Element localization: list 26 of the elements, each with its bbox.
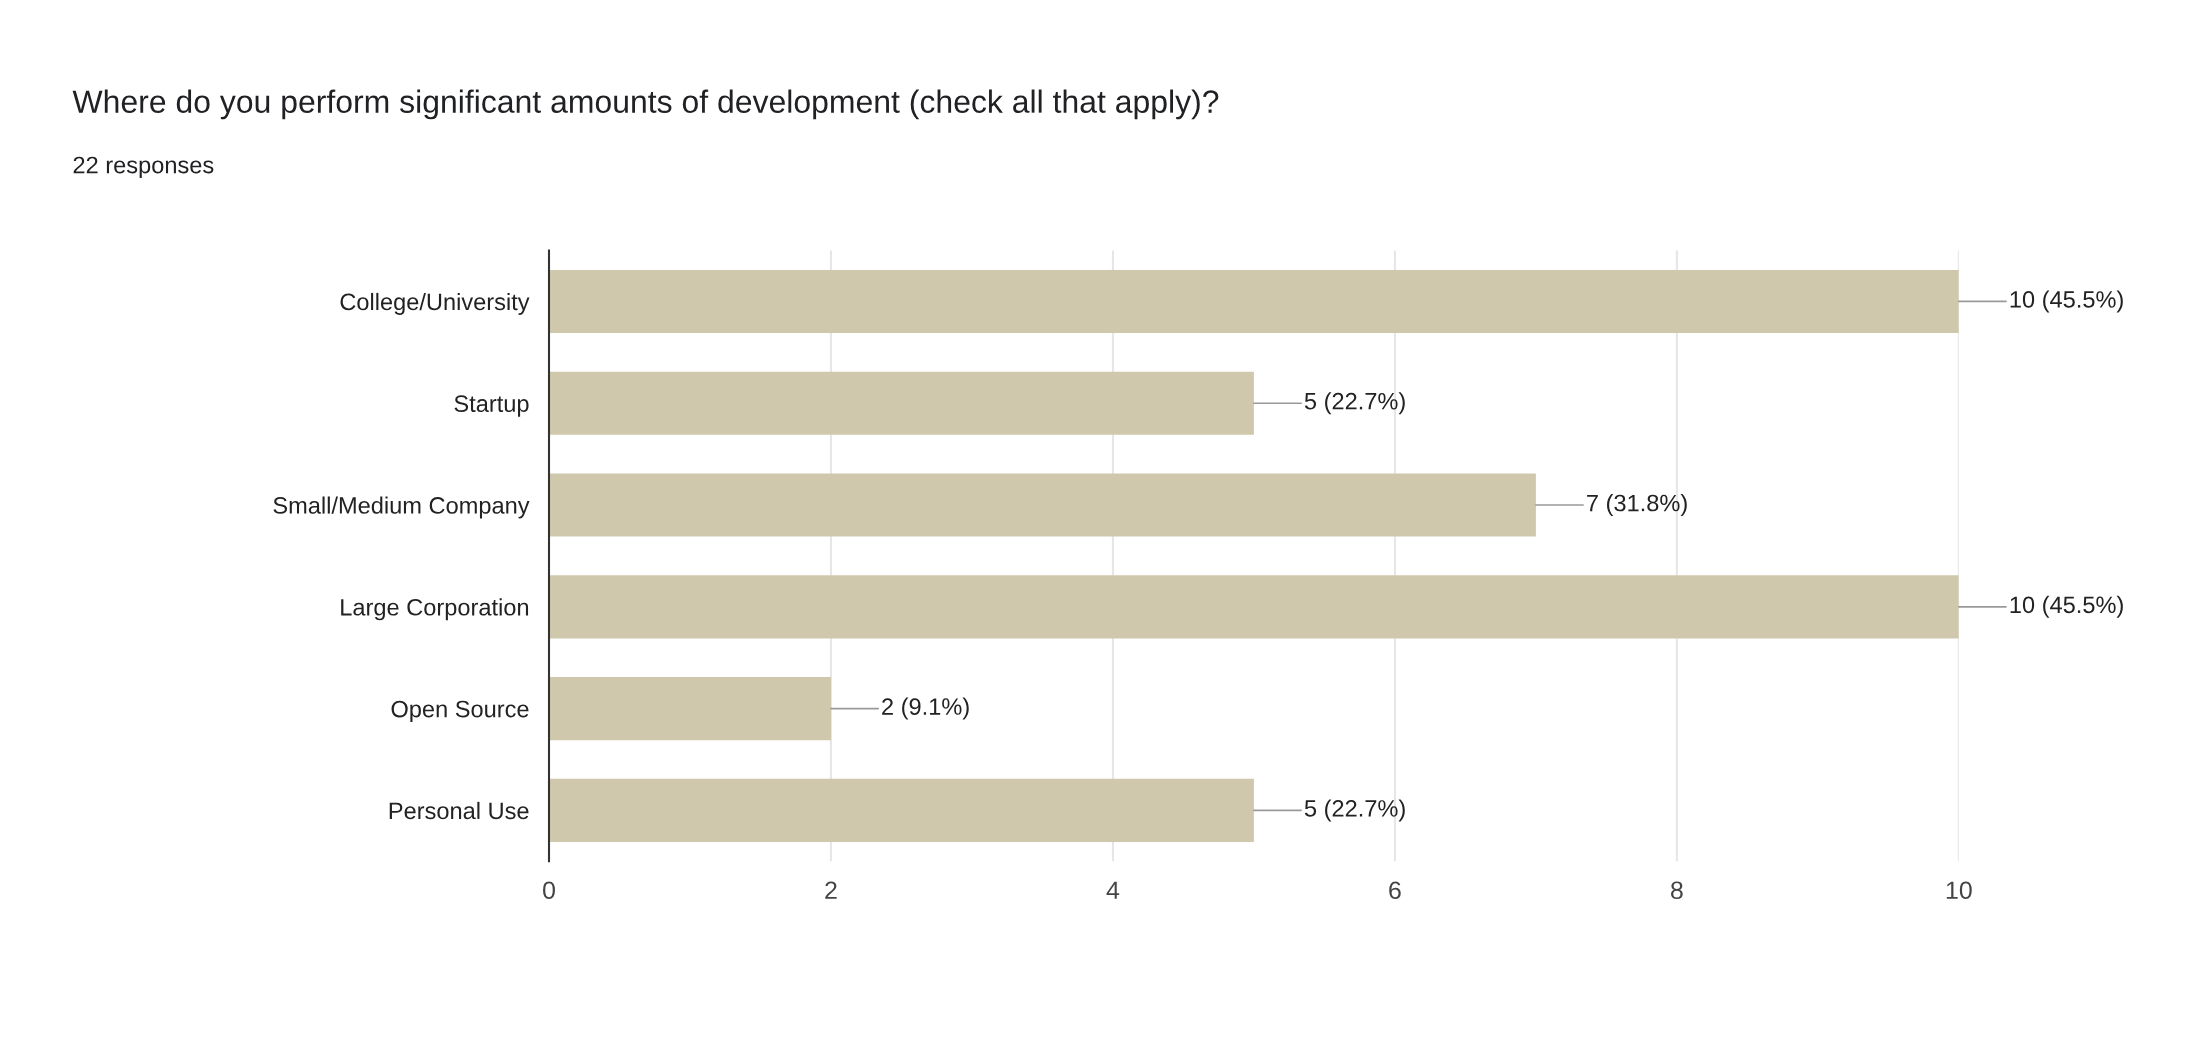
x-tick-label: 0	[543, 881, 555, 900]
data-label: 2 (9.1%)	[882, 697, 969, 720]
text: 22 responses	[73, 156, 214, 179]
data-label: 10 (45.5%)	[2010, 290, 2123, 313]
y-tick-label: Open Source	[391, 700, 529, 723]
y-tick-label: College/University	[340, 292, 530, 315]
x-tick-label: 6	[1389, 881, 1401, 900]
y-tick-label: Startup	[454, 395, 529, 417]
bar	[549, 677, 831, 741]
bar	[549, 778, 1254, 842]
data-label: 10 (45.5%)	[2010, 595, 2123, 618]
x-tick-label: 10	[1946, 881, 1972, 900]
data-label: 5 (22.7%)	[1304, 799, 1405, 822]
bar	[549, 269, 1959, 334]
bar	[549, 473, 1536, 537]
x-tick-label: 4	[1106, 881, 1120, 899]
data-label: 5 (22.7%)	[1304, 392, 1405, 415]
y-tick-label: Personal Use	[389, 801, 529, 820]
data-label: 7 (31.8%)	[1587, 494, 1687, 517]
x-tick-label: 8	[1671, 881, 1683, 900]
y-tick-label: Small/Medium Company	[273, 496, 530, 519]
bar	[549, 575, 1959, 639]
x-tick-label: 2	[825, 881, 837, 899]
bar	[549, 371, 1254, 435]
chart-title: Where do you perform significant amounts of development (check all that apply)?	[72, 89, 1219, 120]
y-tick-label: Large Corporation	[341, 598, 529, 621]
